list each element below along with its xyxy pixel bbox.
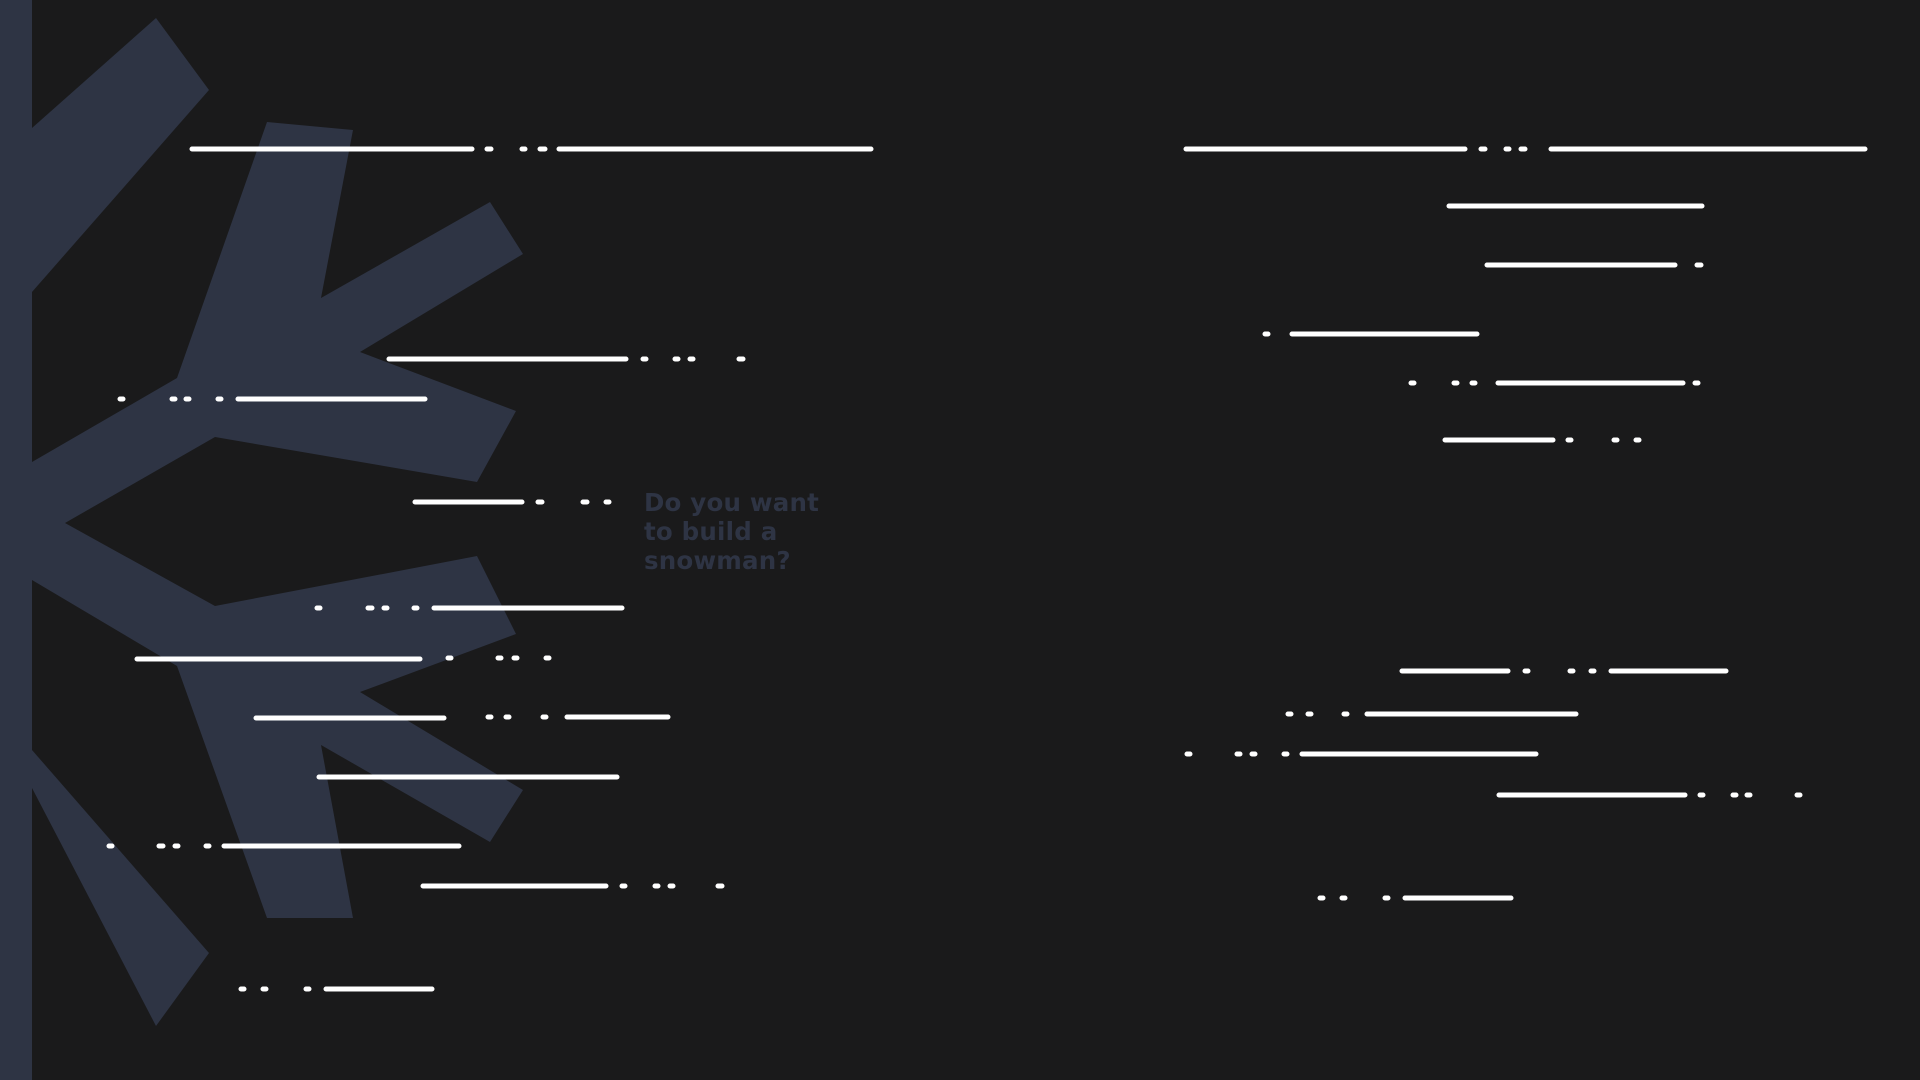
snowflake-icon bbox=[32, 18, 523, 1026]
line-group bbox=[106, 146, 1868, 992]
dash-line-7 bbox=[253, 714, 671, 721]
dash-line-6 bbox=[134, 655, 552, 662]
tagline-text: Do you want to build a snowman? bbox=[644, 488, 819, 575]
left-edge-stripe bbox=[0, 0, 32, 1080]
